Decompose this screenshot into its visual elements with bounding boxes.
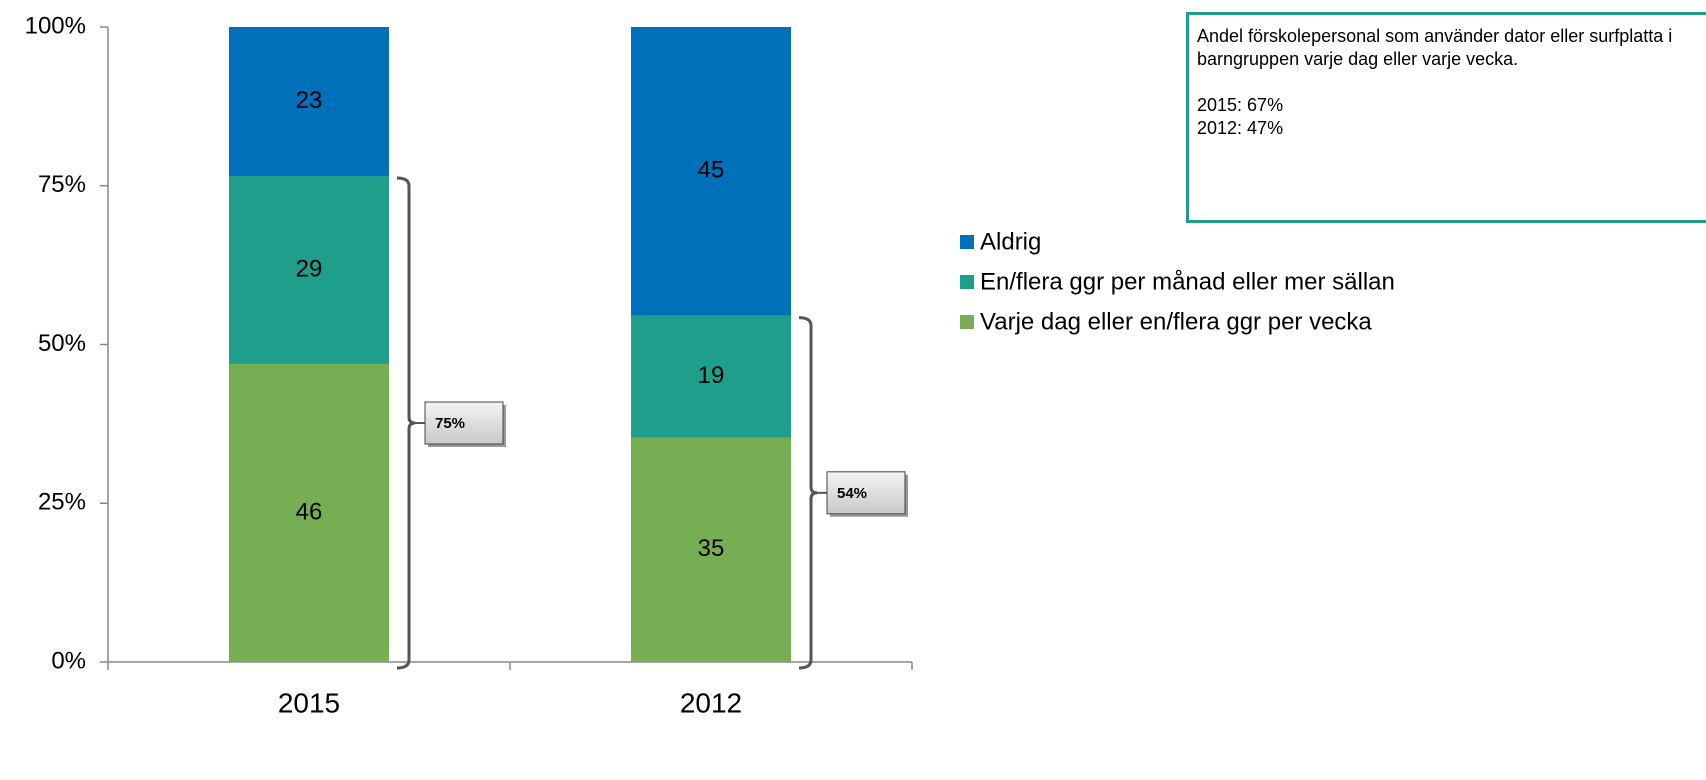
y-tick-label: 25% (38, 489, 86, 516)
bar-segment (631, 27, 791, 316)
note-text: Andel förskolepersonal som använder dato… (1197, 26, 1673, 69)
data-label: 45 (698, 157, 725, 184)
data-label: 46 (296, 498, 323, 525)
y-tick-label: 75% (38, 171, 86, 198)
note-box: Andel förskolepersonal som använder dato… (1186, 12, 1706, 223)
note-line: 2012: 47% (1197, 118, 1284, 138)
y-tick-label: 100% (25, 12, 86, 39)
data-label: 23 (296, 87, 323, 114)
x-tick-label: 2015 (278, 687, 340, 718)
bracket-label: 75% (435, 415, 465, 432)
bar-segment (229, 363, 389, 662)
bracket (798, 316, 818, 670)
legend-swatch (960, 235, 974, 249)
data-label: 35 (698, 535, 725, 562)
note-spacer (1197, 71, 1706, 94)
bracket (396, 176, 416, 670)
bracket-box (424, 401, 504, 445)
bracket-label: 54% (837, 485, 867, 502)
legend-label: En/flera ggr per månad eller mer sällan (980, 268, 1395, 295)
legend-swatch (960, 315, 974, 329)
note-line: 2015: 67% (1197, 95, 1284, 115)
bar-segment (631, 437, 791, 662)
bracket-box (826, 471, 906, 515)
data-label: 19 (698, 362, 725, 389)
bar-segment (229, 27, 389, 177)
x-tick-label: 2012 (680, 687, 742, 718)
legend-swatch (960, 275, 974, 289)
data-label: 29 (296, 255, 323, 282)
legend-label: Aldrig (980, 228, 1041, 255)
bar-segment (631, 315, 791, 438)
y-tick-label: 0% (51, 647, 86, 674)
y-tick-label: 50% (38, 330, 86, 357)
bar-segment (229, 176, 389, 364)
legend-label: Varje dag eller en/flera ggr per vecka (980, 308, 1372, 335)
